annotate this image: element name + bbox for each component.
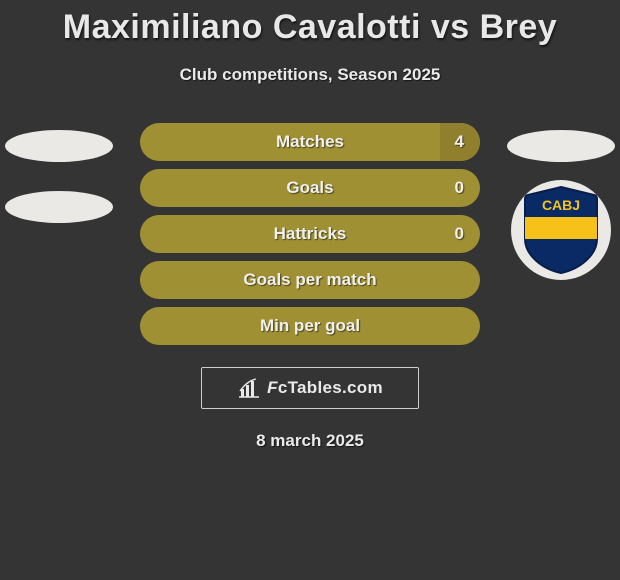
stat-row-mpg: Min per goal [140,307,480,345]
date-label: 8 march 2025 [0,431,620,451]
stat-row-goals: Goals 0 [140,169,480,207]
stat-label: Matches [276,132,344,152]
left-ellipse-2 [5,191,113,223]
comparison-card: Maximiliano Cavalotti vs Brey Club compe… [0,0,620,451]
stat-value-right: 0 [455,178,464,198]
stat-row-hattricks: Hattricks 0 [140,215,480,253]
brand-box[interactable]: FcTables.com [201,367,419,409]
right-player-col: CABJ [506,123,616,280]
subtitle: Club competitions, Season 2025 [0,65,620,85]
left-ellipse-1 [5,130,113,162]
left-player-col [4,123,114,245]
club-crest-icon: CABJ [522,185,600,275]
main-row: Matches 4 Goals 0 Hattricks 0 Goals per … [0,123,620,353]
bar-chart-icon [237,377,261,399]
stat-value-right: 0 [455,224,464,244]
brand-text: FcTables.com [267,378,383,398]
stat-label: Min per goal [260,316,360,336]
stats-column: Matches 4 Goals 0 Hattricks 0 Goals per … [140,123,480,353]
club-crest-container: CABJ [511,180,611,280]
stat-row-gpm: Goals per match [140,261,480,299]
stat-value-right: 4 [455,132,464,152]
stat-row-matches: Matches 4 [140,123,480,161]
right-ellipse-1 [507,130,615,162]
page-title: Maximiliano Cavalotti vs Brey [0,8,620,47]
stat-label: Goals [286,178,333,198]
stat-label: Hattricks [274,224,347,244]
stat-label: Goals per match [243,270,376,290]
crest-label: CABJ [542,197,580,213]
